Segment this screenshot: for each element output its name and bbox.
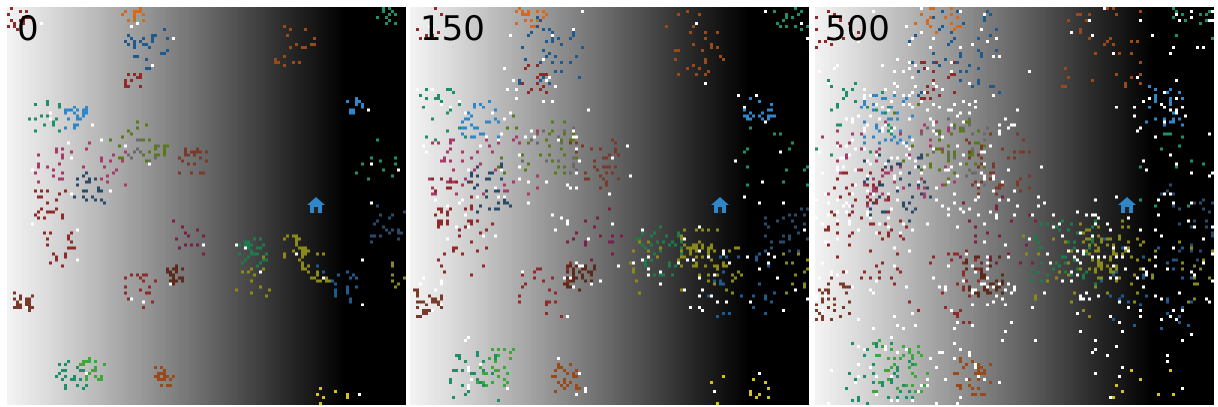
panel-label: 0 xyxy=(17,9,39,49)
grid-canvas xyxy=(7,7,406,405)
panel-step-150: 150 xyxy=(410,7,809,405)
house-icon xyxy=(307,197,325,213)
grid-canvas xyxy=(815,7,1214,405)
panel-step-0: 0 xyxy=(7,7,406,405)
panel-step-500: 500 xyxy=(815,7,1214,405)
house-icon xyxy=(711,197,729,213)
grid-canvas xyxy=(410,7,809,405)
panel-label: 500 xyxy=(825,9,890,49)
panel-label: 150 xyxy=(420,9,485,49)
house-icon xyxy=(1118,197,1136,213)
